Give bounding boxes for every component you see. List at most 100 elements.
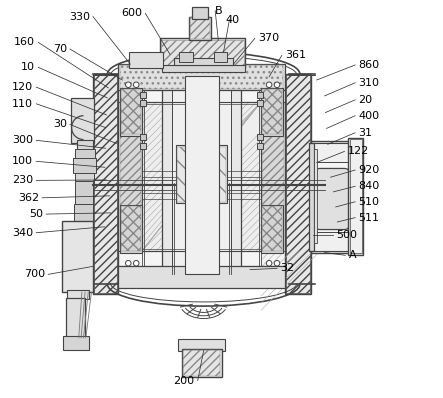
Bar	[177, 146, 226, 202]
Bar	[62, 221, 93, 292]
Text: 920: 920	[358, 165, 380, 175]
Bar	[121, 206, 141, 252]
Bar	[63, 336, 89, 350]
Bar	[161, 39, 244, 67]
Circle shape	[125, 260, 131, 266]
Bar	[66, 298, 85, 338]
Text: 70: 70	[53, 44, 67, 54]
Bar	[140, 143, 146, 149]
Bar	[309, 143, 314, 251]
Bar	[312, 142, 357, 252]
Bar	[140, 135, 146, 140]
Bar	[121, 89, 141, 135]
Circle shape	[274, 260, 280, 266]
FancyBboxPatch shape	[315, 168, 349, 230]
Bar	[118, 64, 285, 90]
Text: 160: 160	[14, 37, 35, 47]
Text: 362: 362	[18, 193, 39, 203]
Bar	[75, 165, 94, 183]
Bar	[261, 102, 285, 251]
Bar	[93, 74, 118, 294]
Bar	[75, 181, 93, 205]
Text: 50: 50	[29, 209, 43, 219]
Text: 330: 330	[69, 12, 90, 21]
Text: 31: 31	[358, 128, 372, 138]
Bar	[183, 350, 220, 376]
Bar	[94, 75, 117, 293]
Bar	[286, 75, 310, 293]
Text: 600: 600	[121, 8, 142, 18]
Bar	[75, 149, 95, 159]
Bar	[316, 162, 354, 232]
Bar	[118, 102, 142, 251]
Text: 700: 700	[24, 269, 45, 279]
Text: 300: 300	[12, 135, 33, 145]
Bar	[314, 149, 317, 243]
Text: 370: 370	[258, 33, 279, 43]
Bar	[182, 349, 222, 377]
Text: 110: 110	[12, 99, 33, 109]
Circle shape	[266, 260, 272, 266]
Text: 500: 500	[337, 230, 358, 240]
Bar	[74, 204, 93, 227]
Bar	[262, 206, 282, 252]
Text: 120: 120	[12, 82, 33, 92]
Bar	[262, 103, 284, 250]
Bar	[179, 52, 193, 62]
Text: 230: 230	[12, 176, 33, 185]
Bar	[176, 145, 227, 203]
Text: 200: 200	[173, 376, 194, 386]
Bar	[185, 76, 219, 274]
Bar	[257, 135, 263, 140]
Text: 400: 400	[358, 111, 380, 121]
Bar	[311, 142, 358, 253]
Text: 340: 340	[12, 228, 33, 238]
Text: 510: 510	[358, 197, 379, 207]
Text: 840: 840	[358, 181, 380, 191]
Bar	[172, 74, 231, 276]
Bar	[120, 205, 142, 253]
Bar	[257, 100, 263, 106]
Bar	[162, 70, 241, 280]
Bar	[67, 290, 89, 299]
Bar	[262, 89, 282, 135]
Bar	[71, 98, 94, 143]
Bar	[174, 58, 233, 65]
Bar	[285, 74, 311, 294]
Bar	[118, 266, 285, 288]
Bar	[73, 158, 96, 173]
Bar	[214, 52, 227, 62]
Bar	[190, 17, 210, 39]
Text: 100: 100	[12, 156, 33, 166]
Bar	[118, 74, 285, 274]
Bar	[257, 92, 263, 98]
Bar	[261, 205, 284, 253]
Text: 310: 310	[358, 78, 379, 88]
Circle shape	[266, 82, 272, 88]
Bar	[178, 339, 225, 351]
Bar	[257, 143, 263, 149]
Text: B: B	[214, 6, 222, 16]
Circle shape	[125, 82, 131, 88]
Text: 511: 511	[358, 213, 379, 222]
Bar	[350, 139, 362, 254]
Text: 122: 122	[348, 146, 369, 156]
Text: 860: 860	[358, 60, 380, 70]
Bar	[192, 8, 208, 19]
Bar	[140, 92, 146, 98]
Bar	[120, 88, 142, 136]
Text: 20: 20	[358, 95, 373, 105]
Text: A: A	[348, 250, 356, 260]
Bar	[120, 103, 141, 250]
Bar	[129, 52, 163, 68]
Bar	[77, 140, 93, 167]
Circle shape	[133, 82, 139, 88]
Circle shape	[133, 260, 139, 266]
Bar	[160, 38, 245, 68]
Bar	[140, 100, 146, 106]
Circle shape	[274, 82, 280, 88]
Bar	[142, 102, 261, 251]
Bar	[261, 88, 284, 136]
Text: 32: 32	[280, 263, 294, 273]
Text: 30: 30	[53, 119, 67, 129]
